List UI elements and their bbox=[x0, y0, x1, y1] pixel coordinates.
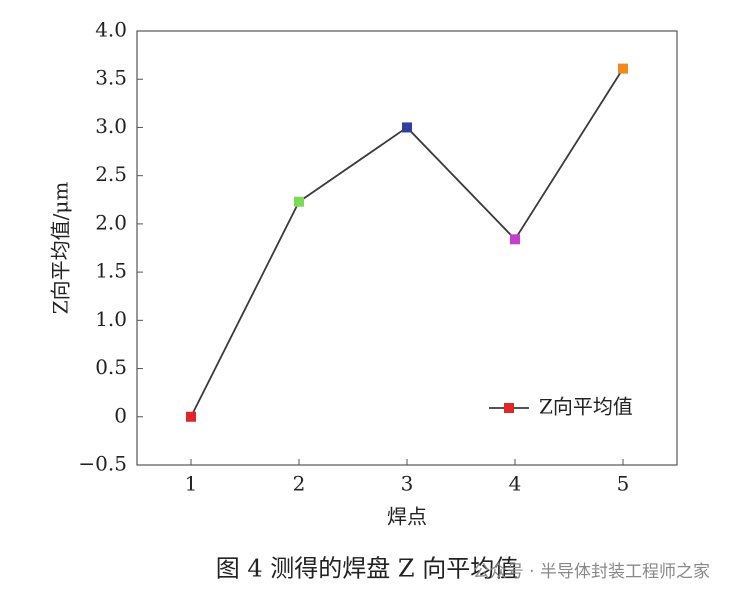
y-tick-label: 3.0 bbox=[95, 114, 127, 138]
y-tick-label: 2.0 bbox=[95, 210, 127, 234]
y-tick-label: 0.5 bbox=[95, 355, 127, 379]
point-marker bbox=[186, 411, 196, 422]
x-tick-label: 1 bbox=[185, 472, 198, 496]
legend-marker bbox=[504, 403, 514, 413]
y-tick-label: 2.5 bbox=[95, 162, 127, 186]
point-marker bbox=[618, 63, 628, 74]
point-marker bbox=[402, 122, 412, 133]
x-tick-label: 5 bbox=[617, 472, 630, 496]
point-marker bbox=[294, 196, 304, 207]
x-tick-label: 3 bbox=[401, 472, 414, 496]
x-tick-label: 4 bbox=[509, 472, 522, 496]
y-tick-label: 1.0 bbox=[95, 307, 127, 331]
y-axis-label: Z向平均值/μm bbox=[49, 182, 73, 315]
y-tick-label: 4.0 bbox=[95, 18, 127, 42]
x-axis-label: 焊点 bbox=[387, 505, 427, 529]
y-tick-label: 3.5 bbox=[95, 66, 127, 90]
y-tick-label: −0.5 bbox=[78, 452, 127, 476]
watermark: 公众号 · 半导体封装工程师之家 bbox=[473, 562, 710, 582]
point-marker bbox=[510, 234, 520, 245]
caption: 图 4 测得的焊盘 Z 向平均值 bbox=[216, 555, 518, 583]
y-tick-label: 1.5 bbox=[95, 259, 127, 283]
y-tick-label: 0 bbox=[114, 403, 127, 427]
x-tick-label: 2 bbox=[293, 472, 306, 496]
series-line bbox=[190, 68, 624, 418]
legend-label: Z向平均值 bbox=[539, 395, 633, 419]
